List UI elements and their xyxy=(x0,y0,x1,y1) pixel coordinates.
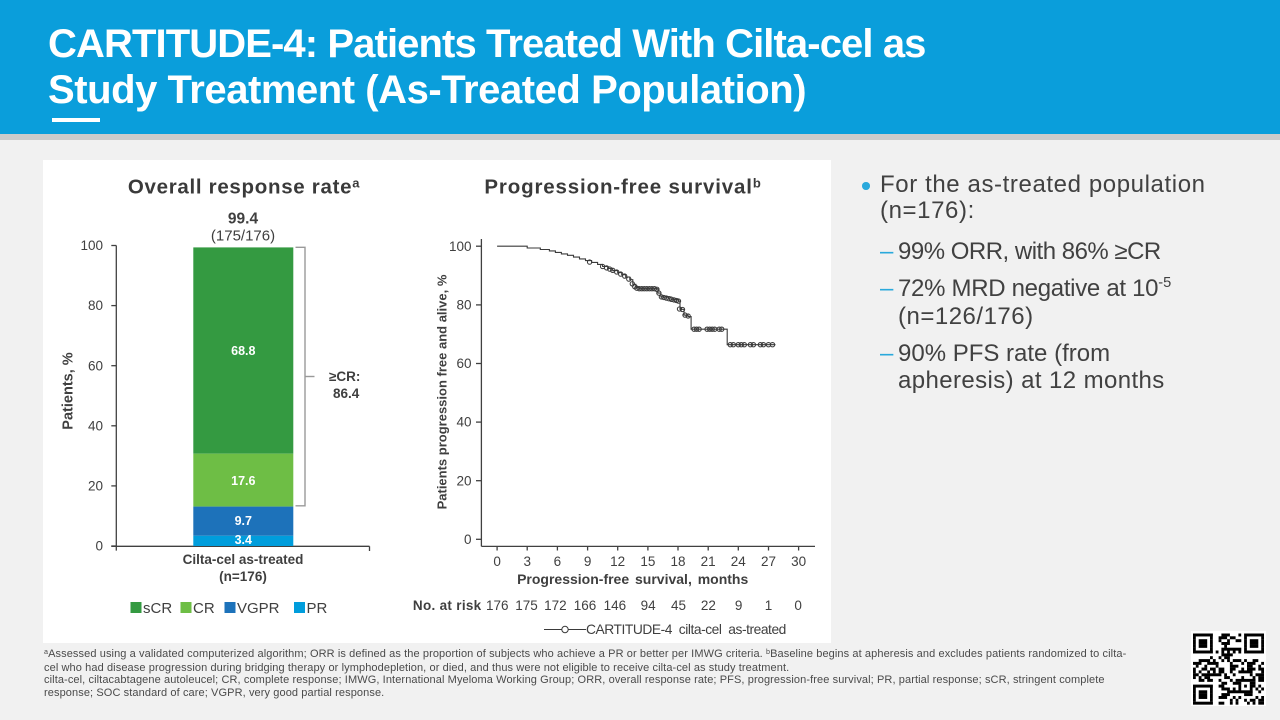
svg-text:CARTITUDE-4 cilta-cel as-tre: CARTITUDE-4 cilta-cel as-treated xyxy=(586,622,786,637)
svg-text:VGPR: VGPR xyxy=(237,600,280,617)
svg-text:60: 60 xyxy=(456,356,471,371)
svg-text:Patients, %: Patients, % xyxy=(61,352,77,429)
svg-text:100: 100 xyxy=(449,239,472,254)
svg-text:0: 0 xyxy=(794,598,802,613)
svg-text:Progression-free survivalb: Progression-free survivalb xyxy=(484,176,761,199)
svg-text:PR: PR xyxy=(307,600,328,617)
svg-text:20: 20 xyxy=(456,473,471,488)
svg-text:15: 15 xyxy=(640,554,655,569)
svg-text:68.8: 68.8 xyxy=(231,344,255,358)
svg-text:Progression-free survival, m: Progression-free survival, months xyxy=(517,571,748,587)
svg-text:166: 166 xyxy=(574,598,597,613)
svg-text:146: 146 xyxy=(604,598,627,613)
svg-text:45: 45 xyxy=(671,598,686,613)
svg-text:3.4: 3.4 xyxy=(235,533,252,547)
svg-text:80: 80 xyxy=(88,298,103,313)
svg-text:Patients progression free and: Patients progression free and alive, % xyxy=(435,274,450,509)
svg-text:Cilta-cel as-treated: Cilta-cel as-treated xyxy=(183,552,304,567)
svg-text:30: 30 xyxy=(791,554,806,569)
svg-text:24: 24 xyxy=(731,554,747,569)
svg-text:172: 172 xyxy=(544,598,567,613)
svg-text:6: 6 xyxy=(554,554,562,569)
svg-text:99.4: 99.4 xyxy=(228,211,259,228)
svg-text:sCR: sCR xyxy=(143,600,172,617)
svg-text:0: 0 xyxy=(464,532,472,547)
svg-text:27: 27 xyxy=(761,554,776,569)
svg-text:(n=176): (n=176) xyxy=(219,569,267,584)
svg-text:No. at risk: No. at risk xyxy=(413,598,482,613)
svg-text:176: 176 xyxy=(486,598,509,613)
svg-text:40: 40 xyxy=(456,415,471,430)
svg-text:0: 0 xyxy=(95,539,103,554)
svg-text:80: 80 xyxy=(456,298,471,313)
svg-text:9.7: 9.7 xyxy=(235,514,252,528)
svg-text:18: 18 xyxy=(670,554,685,569)
svg-text:12: 12 xyxy=(610,554,625,569)
svg-text:1: 1 xyxy=(765,598,773,613)
svg-text:3: 3 xyxy=(523,554,531,569)
svg-text:94: 94 xyxy=(641,598,657,613)
svg-text:22: 22 xyxy=(701,598,716,613)
svg-text:21: 21 xyxy=(701,554,716,569)
svg-text:CR: CR xyxy=(193,600,215,617)
svg-text:≥CR:: ≥CR: xyxy=(329,369,360,384)
svg-text:175: 175 xyxy=(515,598,538,613)
svg-text:17.6: 17.6 xyxy=(231,474,255,488)
svg-text:100: 100 xyxy=(80,238,103,253)
svg-text:0: 0 xyxy=(493,554,501,569)
svg-text:86.4: 86.4 xyxy=(333,386,360,401)
svg-text:9: 9 xyxy=(584,554,592,569)
svg-text:9: 9 xyxy=(735,598,743,613)
svg-text:40: 40 xyxy=(88,418,103,433)
svg-text:60: 60 xyxy=(88,358,103,373)
svg-text:20: 20 xyxy=(88,479,103,494)
svg-text:Overall response ratea: Overall response ratea xyxy=(128,176,360,199)
svg-text:(175/176): (175/176) xyxy=(211,228,275,245)
